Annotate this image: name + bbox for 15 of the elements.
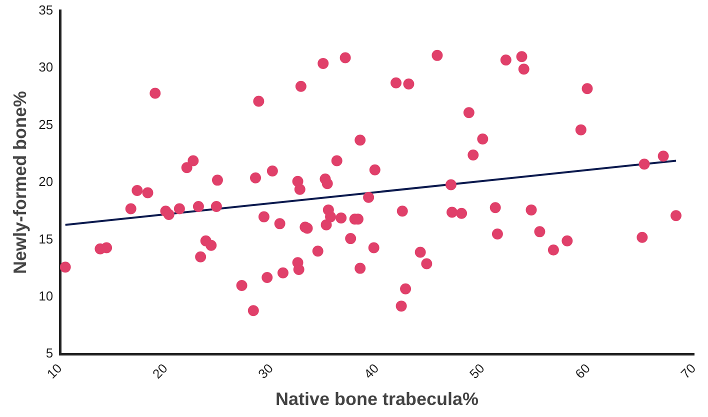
x-axis-title: Native bone trabecula% [275, 389, 479, 410]
y-tick-label: 30 [38, 60, 54, 75]
y-tick-label: 15 [38, 231, 54, 246]
y-axis-title: Newly-formed bone% [10, 90, 30, 274]
y-tick-label: 35 [38, 2, 54, 18]
y-tick-label: 20 [38, 174, 54, 190]
x-tick-label: 50 [466, 360, 488, 382]
x-tick-label: 30 [255, 360, 276, 382]
x-tick-label: 20 [150, 360, 170, 382]
y-tick-label: 10 [38, 288, 54, 304]
x-tick-label: 40 [360, 360, 382, 382]
x-tick-label: 70 [678, 360, 699, 382]
y-tick-label: 5 [46, 346, 54, 361]
y-tick-label: 25 [38, 116, 54, 132]
x-tick-label: 60 [572, 360, 593, 382]
